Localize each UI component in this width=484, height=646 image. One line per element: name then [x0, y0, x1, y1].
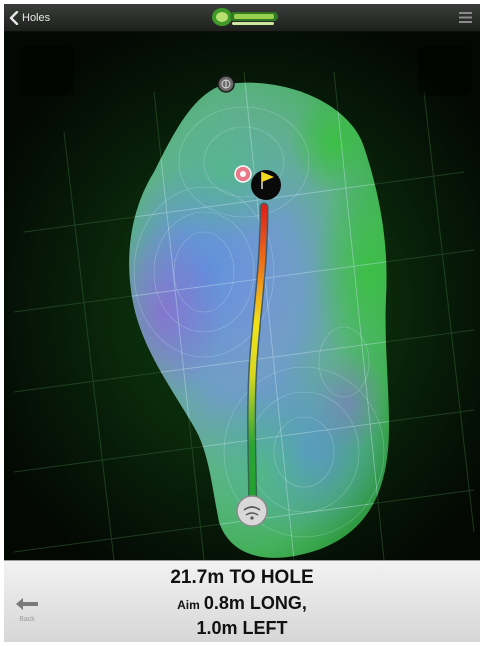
aim-long-value: 0.8m LONG, — [203, 593, 307, 613]
chevron-left-icon — [9, 10, 19, 25]
back-button[interactable]: Back — [12, 597, 42, 631]
holes-back-label: Holes — [22, 11, 51, 24]
camera-view-button[interactable] — [20, 46, 74, 96]
breaking-putt-logo-icon — [212, 8, 278, 26]
list-menu-icon[interactable] — [459, 12, 472, 23]
north-compass-icon[interactable] — [217, 75, 235, 93]
putt-line-colored — [248, 204, 267, 515]
aim-target-icon[interactable] — [234, 165, 252, 183]
aim-side-value: 1.0m LEFT — [196, 618, 288, 638]
distance-to-hole: 21.7m TO HOLE — [170, 567, 314, 588]
green-surface — [129, 82, 390, 558]
navigation-bar: Holes — [4, 4, 480, 32]
green-map-svg — [13, 71, 475, 560]
holes-back-button[interactable]: Holes — [8, 9, 50, 26]
green-map-canvas[interactable] — [4, 32, 480, 560]
left-arrow-icon — [16, 598, 38, 610]
hole-with-flag-icon[interactable] — [251, 170, 281, 200]
app-frame: Holes — [4, 4, 480, 642]
aim-label: Aim — [177, 598, 200, 612]
golf-ball-icon[interactable] — [236, 495, 268, 527]
aim-long-line: Aim 0.8m LONG, — [4, 593, 480, 614]
putt-info-panel: Back 21.7m TO HOLE Aim 0.8m LONG, 1.0m LE… — [4, 560, 480, 642]
back-label: Back — [19, 616, 35, 623]
settings-view-button[interactable] — [418, 46, 472, 96]
slope-contours — [133, 106, 385, 538]
